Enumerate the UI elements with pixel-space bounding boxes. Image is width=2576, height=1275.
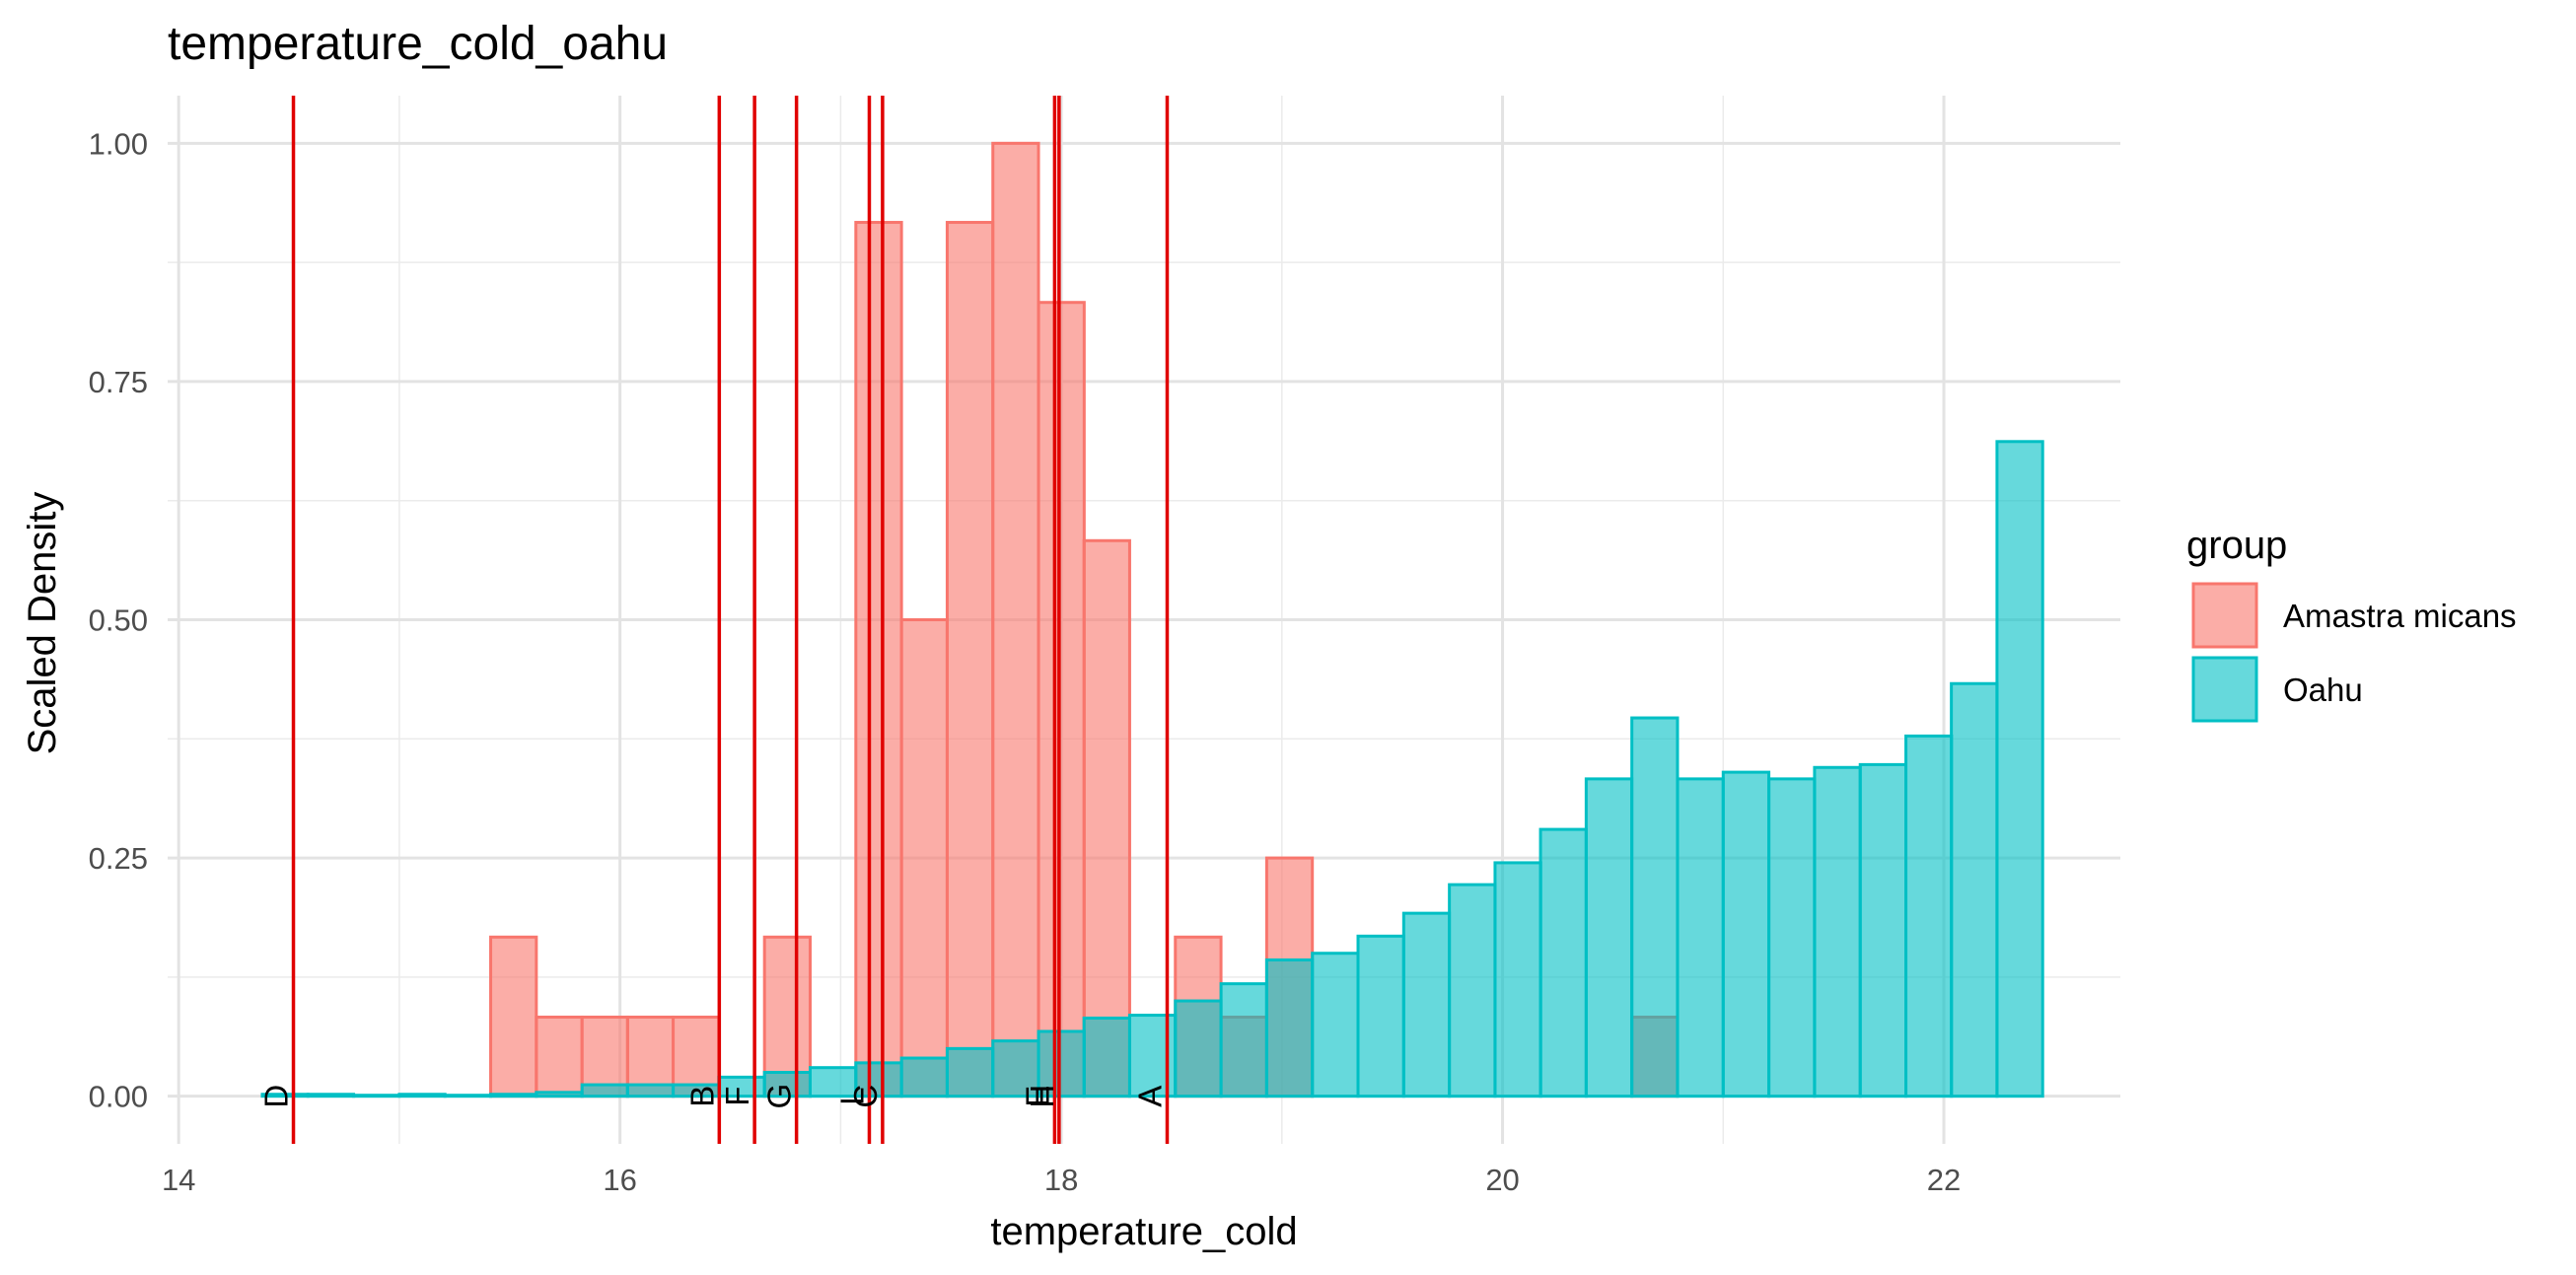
bar-oahu bbox=[443, 1094, 493, 1098]
bar-oahu bbox=[762, 1071, 812, 1098]
vline-label-c: C bbox=[847, 1085, 884, 1108]
legend-label-amastra-micans: Amastra micans bbox=[2283, 598, 2517, 634]
bar-oahu bbox=[1995, 440, 2044, 1098]
bar-oahu bbox=[899, 1056, 949, 1098]
vline-label-l: L bbox=[833, 1088, 870, 1105]
bar-amastra-micans bbox=[762, 935, 812, 1098]
bar-oahu bbox=[1538, 827, 1588, 1098]
bar-amastra-micans bbox=[899, 618, 949, 1098]
bar-oahu bbox=[352, 1094, 401, 1098]
bar-oahu bbox=[1264, 957, 1315, 1098]
bar-oahu bbox=[1356, 934, 1405, 1098]
vline-label-a: A bbox=[1131, 1086, 1168, 1107]
vline-label-f: F bbox=[719, 1087, 755, 1106]
x-tick-label: 16 bbox=[603, 1163, 636, 1197]
bar-oahu bbox=[1082, 1016, 1131, 1098]
bar-oahu bbox=[1401, 911, 1452, 1098]
x-tick-label: 22 bbox=[1927, 1163, 1961, 1197]
bar-oahu bbox=[306, 1093, 356, 1098]
reference-lines bbox=[291, 96, 1170, 1144]
y-tick-label: 1.00 bbox=[89, 126, 148, 161]
vline-label-b: B bbox=[683, 1086, 720, 1107]
bar-oahu bbox=[1721, 770, 1771, 1098]
x-tick-label: 18 bbox=[1044, 1163, 1078, 1197]
y-tick-label: 0.75 bbox=[89, 365, 148, 399]
bar-oahu bbox=[1813, 765, 1862, 1098]
bar-oahu bbox=[1493, 861, 1542, 1098]
legend-label-oahu: Oahu bbox=[2283, 672, 2363, 708]
chart-title: temperature_cold_oahu bbox=[168, 18, 668, 70]
bar-oahu bbox=[1584, 777, 1634, 1098]
y-axis-ticks: 0.00 0.25 0.50 0.75 1.00 bbox=[89, 126, 148, 1113]
vline-label-d: D bbox=[258, 1085, 295, 1108]
bar-amastra-micans bbox=[945, 221, 995, 1098]
bar-oahu bbox=[1858, 762, 1908, 1098]
y-tick-label: 0.25 bbox=[89, 841, 148, 876]
vline-label-g: G bbox=[761, 1084, 798, 1109]
bar-oahu bbox=[1219, 982, 1268, 1098]
legend-key-amastra-micans bbox=[2191, 582, 2258, 649]
vline-label-e: E bbox=[1019, 1086, 1055, 1107]
bar-oahu bbox=[1767, 777, 1817, 1098]
y-tick-label: 0.50 bbox=[89, 603, 148, 638]
bar-oahu bbox=[1174, 999, 1223, 1098]
legend-title: group bbox=[2186, 524, 2287, 567]
bar-oahu bbox=[1950, 681, 1999, 1098]
bar-amastra-micans bbox=[535, 1015, 584, 1098]
bar-amastra-micans bbox=[991, 141, 1040, 1098]
x-axis-title: temperature_cold bbox=[990, 1210, 1297, 1253]
bar-oahu bbox=[1311, 952, 1360, 1098]
legend: group Amastra micans Oahu bbox=[2186, 524, 2517, 723]
bar-oahu bbox=[397, 1093, 447, 1098]
bar-oahu bbox=[1037, 1029, 1086, 1098]
bar-amastra-micans bbox=[1037, 301, 1086, 1098]
reference-line-labels: D BF G LC EH A bbox=[258, 1084, 1169, 1109]
bar-oahu bbox=[945, 1046, 995, 1098]
x-tick-label: 14 bbox=[162, 1163, 195, 1197]
vline-label-h: H bbox=[1024, 1085, 1060, 1108]
legend-key-oahu bbox=[2191, 656, 2258, 723]
bar-oahu bbox=[1676, 777, 1725, 1098]
bar-oahu bbox=[535, 1091, 584, 1098]
bar-oahu bbox=[991, 1039, 1040, 1098]
x-axis-ticks: 14 16 18 20 22 bbox=[162, 1163, 1961, 1197]
bar-oahu bbox=[1904, 734, 1954, 1098]
series-oahu bbox=[260, 440, 2044, 1098]
bar-amastra-micans bbox=[1082, 538, 1131, 1098]
bar-oahu bbox=[625, 1083, 676, 1098]
bar-oahu bbox=[489, 1093, 538, 1098]
bar-amastra-micans bbox=[854, 221, 903, 1098]
bar-oahu bbox=[1448, 883, 1497, 1098]
x-tick-label: 20 bbox=[1485, 1163, 1519, 1197]
bar-amastra-micans bbox=[489, 935, 538, 1098]
bar-oahu bbox=[808, 1066, 858, 1098]
bar-oahu bbox=[1630, 716, 1680, 1098]
bar-oahu bbox=[580, 1083, 629, 1098]
y-tick-label: 0.00 bbox=[89, 1080, 148, 1114]
y-axis-title: Scaled Density bbox=[21, 492, 64, 755]
bar-amastra-micans bbox=[625, 1015, 676, 1098]
